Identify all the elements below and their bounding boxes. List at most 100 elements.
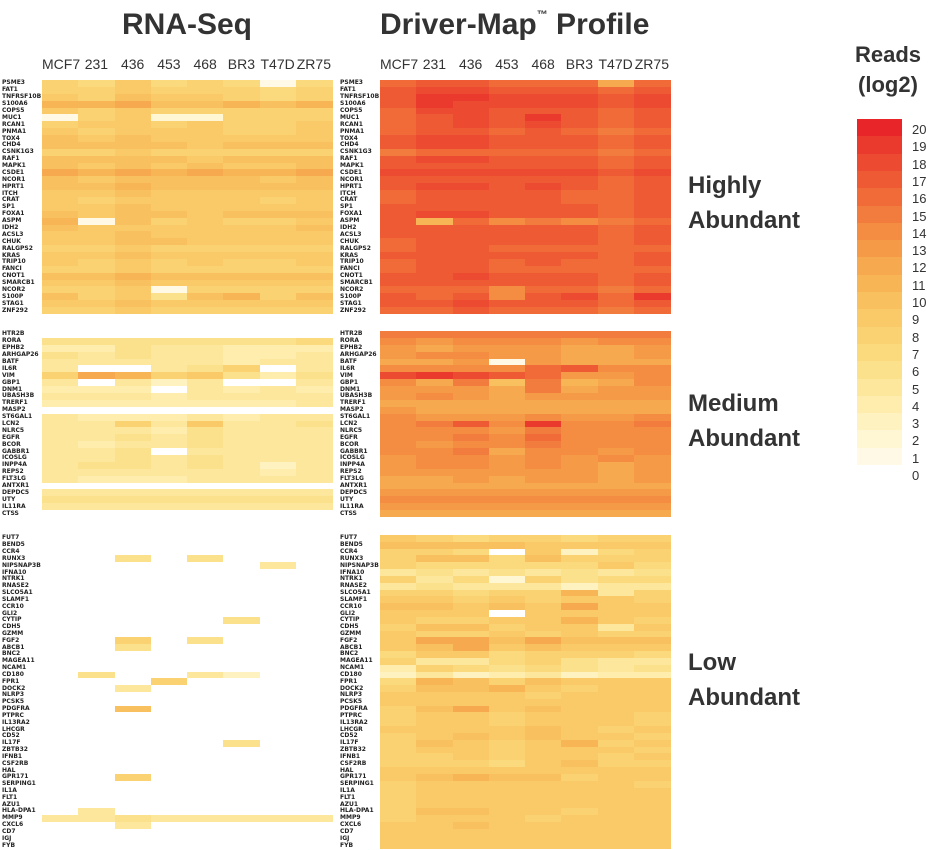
heatmap-cell [223,787,260,795]
heatmap-cell [488,441,526,449]
heatmap-cell [259,732,297,741]
heatmap-cell [380,224,417,232]
heatmap-cell [452,801,490,809]
heatmap-cell [150,141,188,150]
heatmap-cell [42,623,79,632]
heatmap-cell [259,434,297,442]
heatmap-cell [223,644,260,652]
heatmap-cell [597,337,635,346]
heatmap-cell [78,434,115,442]
heatmap-cell [416,331,453,339]
heatmap-cell [380,603,417,611]
heatmap-cell [150,814,188,823]
legend-title-line1: Reads [854,42,922,67]
heatmap-cell [42,80,79,88]
heatmap-cell [561,623,598,632]
heatmap-cell [114,692,152,700]
heatmap-cell [452,596,490,604]
heatmap-cell [259,555,297,563]
heatmap-cell [380,231,417,239]
heatmap-cell [223,685,260,693]
heatmap-cell [597,808,635,816]
gene-label: BEND5 [2,541,25,549]
driver-map-title: Driver-Map™ Profile [380,8,649,42]
heatmap-cell [259,739,297,748]
heatmap-cell [187,678,224,686]
heatmap-cell [633,344,671,353]
legend-tick-label: 18 [912,156,927,172]
heatmap-cell [380,475,417,484]
heatmap-cell [259,842,297,850]
heatmap-cell [380,386,417,394]
heatmap-cell [114,623,152,632]
heatmap-cell [150,238,188,246]
heatmap-cell [42,272,79,281]
heatmap-cell [150,121,188,129]
gene-label: IFNB1 [340,752,361,760]
heatmap-cell [525,589,562,597]
heatmap-cell [488,190,526,198]
heatmap-cell [380,828,417,836]
heatmap-cell [525,541,562,550]
heatmap-cell [452,828,490,836]
heatmap-cell [114,169,152,177]
heatmap-cell [150,623,188,632]
gene-label: HAL [2,766,16,774]
heatmap-cell [259,746,297,754]
heatmap-cell [633,475,671,484]
heatmap-cell [150,190,188,198]
heatmap-cell [114,548,152,556]
heatmap-cell [561,190,598,198]
heatmap-cell [380,671,417,679]
heatmap-cell [633,657,671,666]
gene-label: DEPDC5 [340,488,368,496]
heatmap-cell [416,739,453,748]
heatmap-cell [561,603,598,611]
heatmap-cell [597,678,635,686]
heatmap-cell [78,610,115,618]
heatmap-cell [633,780,671,789]
gene-label: NCOR2 [340,285,364,293]
legend-tick-label: 4 [912,398,920,414]
gene-label: NCOR2 [2,285,26,293]
gene-label: GLI2 [2,609,18,617]
heatmap-cell [452,293,490,301]
gene-label: MMP9 [340,814,361,822]
heatmap-cell [561,589,598,597]
heatmap-cell [597,155,635,164]
heatmap-cell [295,596,333,604]
heatmap-cell [380,455,417,463]
heatmap-cell [633,448,671,456]
heatmap-cell [150,279,188,287]
heatmap-cell [42,732,79,741]
heatmap-cell [187,86,224,95]
legend-title-line2: (log2) [858,72,918,97]
heatmap-cell [380,169,417,177]
heatmap-cell [42,337,79,346]
heatmap-cell [380,217,417,226]
heatmap-cell [223,162,260,170]
gene-label: FGF2 [340,636,358,644]
heatmap-cell [295,300,333,308]
heatmap-cell [488,582,526,591]
heatmap-cell [525,808,562,816]
heatmap-cell [488,842,526,850]
gene-label: SP1 [340,203,353,211]
heatmap-cell [42,582,79,591]
gene-label: ASPM [2,217,22,225]
heatmap-cell [295,496,333,504]
heatmap-cell [114,644,152,652]
heatmap-cell [187,420,224,428]
heatmap-cell [525,685,562,693]
heatmap-cell [380,331,417,339]
heatmap-cell [452,393,490,401]
gene-label: ST6GAL1 [340,413,371,421]
heatmap-cell [78,100,115,109]
gene-label: RUNX3 [340,554,364,562]
heatmap-cell [259,657,297,666]
legend-tick-label: 17 [912,173,927,189]
heatmap-cell [78,746,115,754]
heatmap-cell [187,616,224,625]
heatmap-cell [525,726,562,734]
heatmap-cell [187,767,224,775]
